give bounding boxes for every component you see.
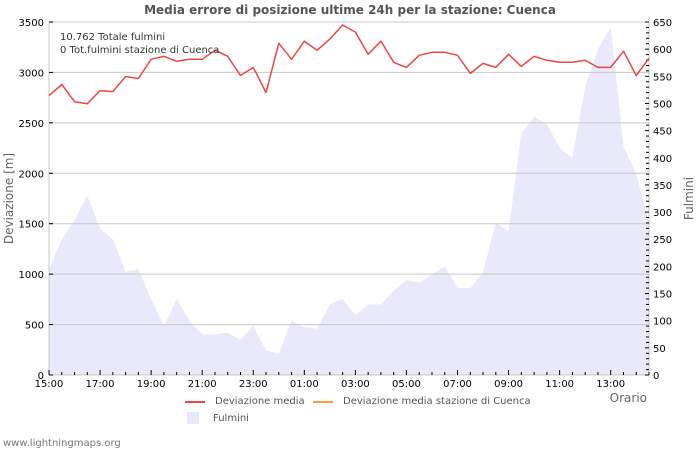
legend-area-icon bbox=[187, 412, 199, 424]
x-tick-label: 15:00 bbox=[35, 379, 64, 390]
right-tick-label: 350 bbox=[653, 181, 672, 192]
x-tick-label: 09:00 bbox=[494, 379, 523, 390]
right-tick-label: 450 bbox=[653, 127, 672, 138]
legend-line-icon bbox=[313, 400, 333, 403]
legend-item-deviazione-media: Deviazione media bbox=[185, 396, 305, 407]
right-tick-label: 600 bbox=[653, 45, 672, 56]
left-tick-label: 3000 bbox=[19, 68, 44, 79]
right-tick-label: 250 bbox=[653, 235, 672, 246]
right-tick-label: 100 bbox=[653, 317, 672, 328]
legend-line-icon bbox=[185, 400, 205, 403]
info-box: 10.762 Totale fulmini 0 Tot.fulmini staz… bbox=[60, 31, 219, 57]
x-tick-label: 21:00 bbox=[188, 379, 217, 390]
right-tick-label: 50 bbox=[653, 344, 666, 355]
total-strikes-text: 10.762 Totale fulmini bbox=[60, 32, 166, 43]
x-tick-label: 23:00 bbox=[239, 379, 268, 390]
chart-title: Media errore di posizione ultime 24h per… bbox=[144, 3, 556, 17]
legend-item-fulmini: Fulmini bbox=[183, 412, 249, 424]
left-tick-label: 2000 bbox=[19, 169, 44, 180]
x-tick-label: 01:00 bbox=[290, 379, 319, 390]
right-tick-label: 550 bbox=[653, 72, 672, 83]
legend-item-deviazione-stazione: Deviazione media stazione di Cuenca bbox=[313, 396, 531, 407]
left-tick-label: 500 bbox=[25, 321, 44, 332]
right-tick-label: 0 bbox=[653, 371, 659, 382]
right-tick-label: 300 bbox=[653, 208, 672, 219]
right-tick-label: 150 bbox=[653, 290, 672, 301]
left-axis-title: Deviazione [m] bbox=[2, 153, 16, 244]
deviazione-media-line bbox=[48, 24, 650, 105]
right-tick-label: 400 bbox=[653, 154, 672, 165]
legend-label: Fulmini bbox=[213, 412, 249, 424]
left-tick-label: 1500 bbox=[19, 220, 44, 231]
x-tick-label: 19:00 bbox=[137, 379, 166, 390]
x-tick-label: 17:00 bbox=[86, 379, 115, 390]
left-tick-label: 3500 bbox=[19, 18, 44, 29]
x-tick-label: 13:00 bbox=[596, 379, 625, 390]
legend-label: Deviazione media stazione di Cuenca bbox=[343, 396, 531, 407]
left-tick-label: 0 bbox=[38, 371, 44, 382]
right-tick-label: 500 bbox=[653, 99, 672, 110]
legend-label: Deviazione media bbox=[215, 396, 305, 407]
x-axis-title: Orario bbox=[610, 391, 647, 405]
left-tick-label: 2500 bbox=[19, 119, 44, 130]
right-axis-title: Fulmini bbox=[682, 177, 696, 220]
source-footer: www.lightningmaps.org bbox=[3, 438, 121, 449]
right-tick-label: 200 bbox=[653, 262, 672, 273]
fulmini-area bbox=[49, 27, 649, 376]
x-tick-label: 05:00 bbox=[392, 379, 421, 390]
right-tick-label: 650 bbox=[653, 18, 672, 29]
x-tick-label: 07:00 bbox=[443, 379, 472, 390]
station-strikes-text: 0 Tot.fulmini stazione di Cuenca bbox=[60, 45, 220, 56]
x-tick-label: 03:00 bbox=[341, 379, 370, 390]
x-tick-label: 11:00 bbox=[545, 379, 574, 390]
left-tick-label: 1000 bbox=[19, 270, 44, 281]
